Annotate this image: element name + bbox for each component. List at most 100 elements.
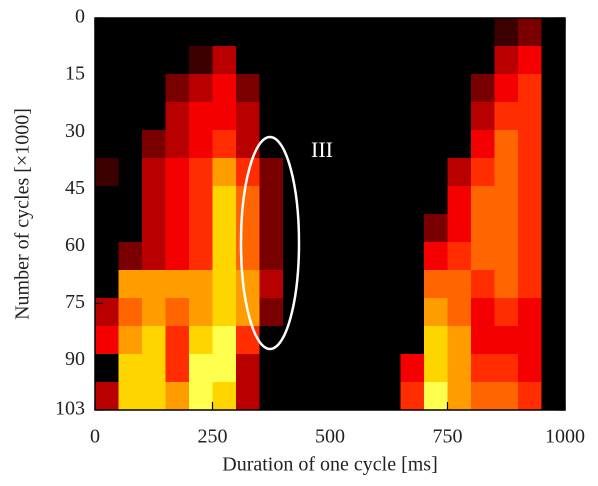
heat-cell	[400, 242, 425, 271]
heat-cell	[518, 102, 542, 131]
heat-cell	[259, 298, 284, 327]
x-tick-label: 250	[198, 426, 228, 448]
heat-cell	[189, 186, 213, 215]
heat-cell	[471, 46, 495, 75]
heat-cell	[494, 158, 519, 187]
heat-cell	[142, 214, 166, 243]
heat-cell	[447, 130, 472, 159]
heat-cell	[236, 270, 260, 299]
heat-cell	[518, 270, 542, 299]
heat-cell	[236, 102, 260, 131]
heat-cell	[447, 270, 472, 299]
heat-cell	[259, 242, 284, 271]
heat-cell	[165, 214, 190, 243]
heat-cell	[259, 158, 284, 187]
heat-cell	[377, 158, 401, 187]
y-tick-label: 103	[55, 398, 85, 420]
heat-cell	[518, 242, 542, 271]
heat-cell	[306, 354, 331, 383]
x-tick-label: 0	[90, 426, 100, 448]
heat-cell	[236, 18, 260, 47]
heat-cell	[494, 130, 519, 159]
heat-cell	[400, 158, 425, 187]
heat-cell	[142, 186, 166, 215]
heat-cell	[283, 354, 307, 383]
heat-cell	[283, 214, 307, 243]
heat-cell	[142, 270, 166, 299]
heat-cell	[95, 18, 119, 47]
heat-cell	[212, 158, 237, 187]
heat-cell	[494, 74, 519, 103]
heat-cell	[518, 130, 542, 159]
heat-cell	[494, 242, 519, 271]
heat-cell	[471, 102, 495, 131]
heat-cell	[330, 298, 354, 327]
heat-cell	[400, 270, 425, 299]
heat-cell	[424, 46, 448, 75]
heat-cell	[541, 74, 566, 103]
heat-cell	[541, 354, 566, 383]
heat-cell	[377, 186, 401, 215]
heat-cell	[447, 382, 472, 411]
heat-cell	[447, 186, 472, 215]
heat-cell	[377, 102, 401, 131]
heat-cell	[518, 354, 542, 383]
heat-cell	[165, 46, 190, 75]
heat-cell	[447, 102, 472, 131]
heat-cell	[494, 18, 519, 47]
heat-cell	[142, 326, 166, 355]
heat-cell	[494, 326, 519, 355]
heat-cell	[236, 74, 260, 103]
heat-cell	[471, 382, 495, 411]
heat-cell	[424, 74, 448, 103]
heat-cell	[283, 242, 307, 271]
heat-cell	[447, 326, 472, 355]
heat-cell	[494, 186, 519, 215]
y-tick-label: 0	[75, 6, 85, 28]
heat-cell	[377, 214, 401, 243]
heat-cell	[330, 130, 354, 159]
heat-cell	[518, 382, 542, 411]
heat-cell	[400, 326, 425, 355]
y-tick-label: 90	[65, 348, 85, 370]
heat-cell	[95, 326, 119, 355]
heat-cell	[95, 214, 119, 243]
heat-cell	[189, 130, 213, 159]
heat-cell	[494, 382, 519, 411]
y-tick-label: 45	[65, 177, 85, 199]
heat-cell	[306, 242, 331, 271]
heat-cell	[424, 102, 448, 131]
heat-cell	[306, 102, 331, 131]
heat-cell	[165, 326, 190, 355]
heat-cell	[400, 298, 425, 327]
heat-cell	[541, 130, 566, 159]
heat-cell	[424, 158, 448, 187]
heat-cell	[165, 354, 190, 383]
heat-cell	[189, 270, 213, 299]
heat-cell	[306, 46, 331, 75]
heat-cell	[447, 74, 472, 103]
y-tick-label: 30	[65, 120, 85, 142]
heat-cell	[377, 298, 401, 327]
heat-cell	[494, 214, 519, 243]
heat-cell	[330, 186, 354, 215]
heat-cell	[95, 158, 119, 187]
heat-cell	[330, 270, 354, 299]
heat-cell	[424, 242, 448, 271]
x-axis-label: Duration of one cycle [ms]	[222, 454, 437, 476]
heat-cell	[259, 326, 284, 355]
heat-cell	[471, 18, 495, 47]
heat-cell	[541, 186, 566, 215]
heat-cell	[353, 46, 378, 75]
heat-cell	[189, 242, 213, 271]
heat-cell	[424, 326, 448, 355]
heat-cell	[283, 46, 307, 75]
heat-cell	[330, 102, 354, 131]
heat-cell	[518, 298, 542, 327]
heat-cell	[236, 382, 260, 411]
heat-cell	[118, 18, 143, 47]
heat-cell	[330, 158, 354, 187]
heat-cell	[142, 46, 166, 75]
heat-cell	[377, 270, 401, 299]
